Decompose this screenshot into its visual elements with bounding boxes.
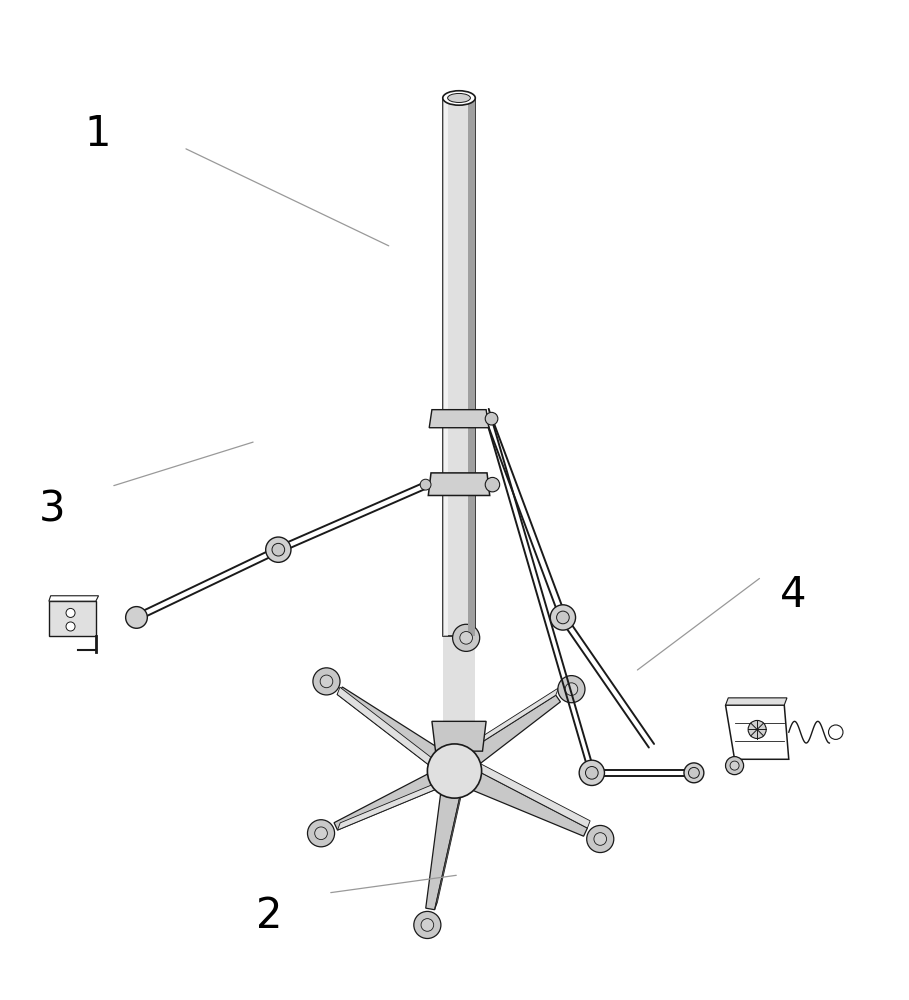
Polygon shape xyxy=(450,761,587,836)
Polygon shape xyxy=(49,596,98,601)
Circle shape xyxy=(579,760,604,785)
Text: 1: 1 xyxy=(85,113,111,155)
Circle shape xyxy=(453,624,480,651)
Circle shape xyxy=(684,763,704,783)
Circle shape xyxy=(414,911,441,939)
Polygon shape xyxy=(468,98,475,636)
Circle shape xyxy=(730,761,739,770)
Polygon shape xyxy=(449,695,561,779)
Circle shape xyxy=(550,605,575,630)
Polygon shape xyxy=(49,601,95,636)
Polygon shape xyxy=(428,473,490,495)
Circle shape xyxy=(585,767,598,779)
Circle shape xyxy=(688,767,699,778)
Circle shape xyxy=(460,632,473,644)
Polygon shape xyxy=(459,754,590,828)
Ellipse shape xyxy=(443,91,475,105)
Polygon shape xyxy=(435,766,468,910)
Text: 4: 4 xyxy=(780,574,806,616)
Circle shape xyxy=(556,611,569,624)
Polygon shape xyxy=(334,762,459,830)
Polygon shape xyxy=(445,654,469,772)
Circle shape xyxy=(565,683,578,695)
Circle shape xyxy=(307,820,335,847)
Circle shape xyxy=(125,607,147,628)
Circle shape xyxy=(725,757,744,775)
Circle shape xyxy=(420,479,431,490)
Circle shape xyxy=(66,622,75,631)
Circle shape xyxy=(272,543,285,556)
Text: 3: 3 xyxy=(39,488,65,530)
Polygon shape xyxy=(337,773,462,830)
Polygon shape xyxy=(445,646,464,770)
Circle shape xyxy=(265,537,291,562)
Circle shape xyxy=(594,833,606,845)
Circle shape xyxy=(748,720,766,739)
Circle shape xyxy=(66,608,75,617)
Polygon shape xyxy=(337,687,461,780)
Circle shape xyxy=(320,675,333,688)
Polygon shape xyxy=(725,705,789,759)
Circle shape xyxy=(828,725,843,739)
Circle shape xyxy=(427,744,482,798)
Polygon shape xyxy=(725,698,787,705)
Polygon shape xyxy=(443,636,475,721)
Polygon shape xyxy=(432,721,486,751)
Polygon shape xyxy=(449,688,558,763)
Text: 2: 2 xyxy=(256,895,283,937)
Circle shape xyxy=(313,668,340,695)
Polygon shape xyxy=(337,687,451,780)
Circle shape xyxy=(315,827,327,840)
Polygon shape xyxy=(443,98,448,636)
Circle shape xyxy=(421,919,434,931)
Polygon shape xyxy=(425,769,465,910)
Ellipse shape xyxy=(447,93,470,102)
Circle shape xyxy=(485,477,500,492)
Polygon shape xyxy=(443,98,475,636)
Circle shape xyxy=(586,825,614,853)
Circle shape xyxy=(558,676,585,703)
Polygon shape xyxy=(429,410,489,428)
Circle shape xyxy=(485,412,498,425)
